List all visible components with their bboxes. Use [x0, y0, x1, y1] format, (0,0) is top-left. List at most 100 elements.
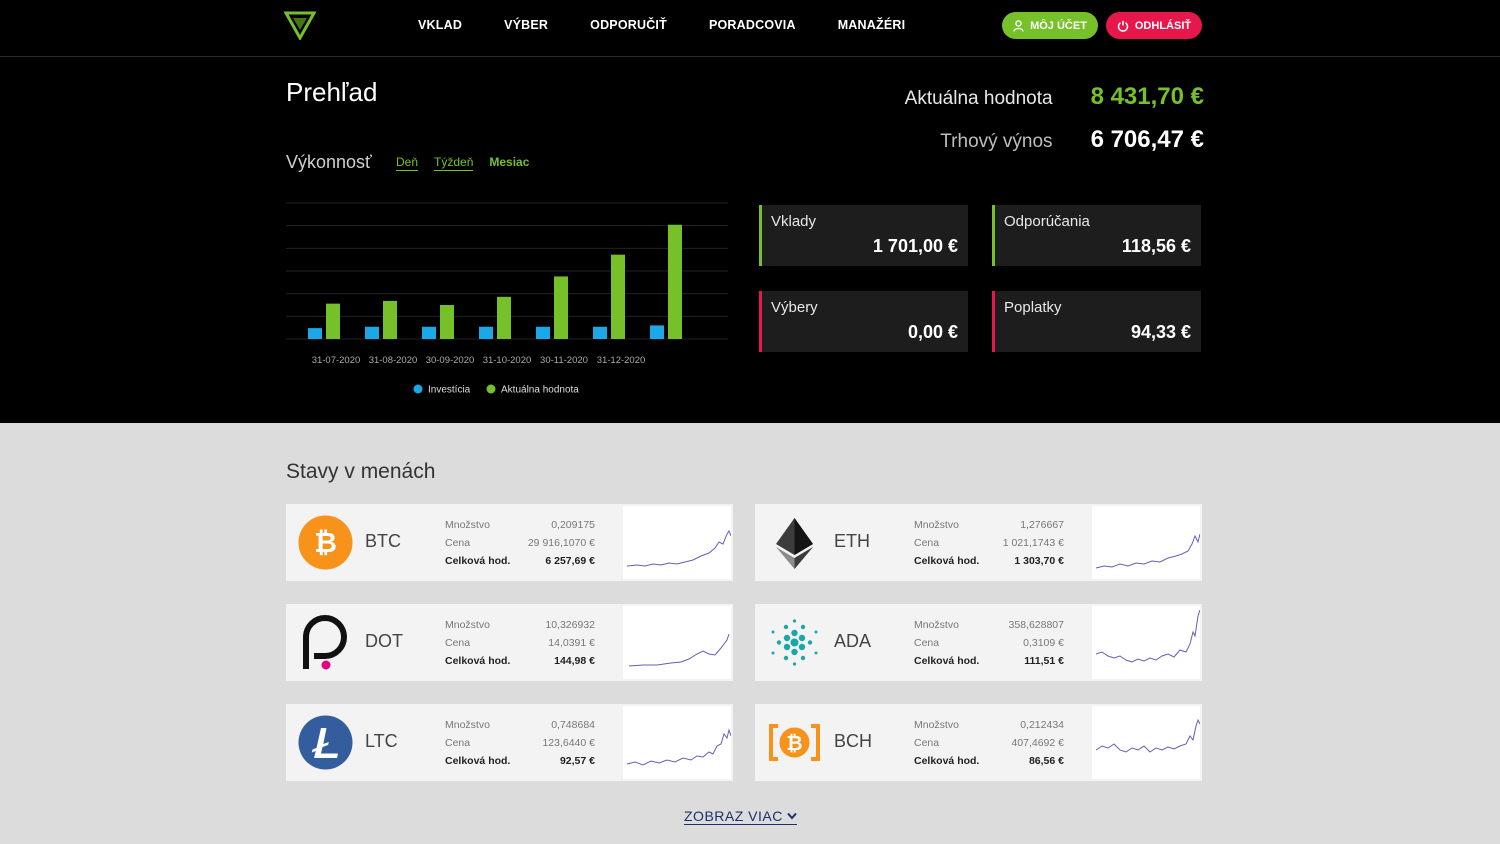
user-icon	[1013, 19, 1024, 32]
bar-current-value	[326, 303, 340, 339]
bar-investment	[650, 325, 664, 339]
coin-qty: 10,326932	[545, 619, 595, 631]
total-label: Celková hod.	[445, 755, 511, 767]
tab-week[interactable]: Týždeň	[434, 155, 474, 171]
main-nav: VKLAD VÝBER ODPORUČIŤ PORADCOVIA MANAŽÉR…	[418, 0, 947, 50]
nav-withdraw[interactable]: VÝBER	[504, 18, 549, 32]
coin-price: 0,3109 €	[1023, 637, 1064, 649]
deposits-card: Vklady 1 701,00 €	[759, 205, 968, 266]
ltc-sparkline	[623, 706, 731, 779]
balances-section: Stavy v menách ₿ BTC Množstvo 0,209175 Ce…	[0, 423, 1500, 844]
page-title: Prehľad	[286, 77, 378, 107]
bar-current-value	[440, 305, 454, 339]
coin-symbol: DOT	[365, 631, 403, 651]
referrals-card: Odporúčania 118,56 €	[992, 205, 1201, 266]
my-account-button[interactable]: MÔJ ÚČET	[1002, 12, 1098, 39]
price-label: Cena	[914, 537, 940, 549]
bar-current-value	[383, 300, 397, 339]
coin-card-bch[interactable]: ₿ BCH Množstvo 0,212434 Cena 407,4692 € Ce…	[755, 704, 1202, 781]
x-tick-label: 31-08-2020	[369, 355, 418, 366]
current-value: 8 431,70 €	[1090, 83, 1204, 110]
tab-day[interactable]: Deň	[396, 155, 419, 171]
x-tick-label: 30-09-2020	[426, 355, 475, 366]
legend-marker	[486, 384, 496, 394]
withdrawals-value: 0,00 €	[907, 322, 958, 342]
bch-sparkline	[1092, 706, 1200, 779]
coin-card-ltc[interactable]: LTC Množstvo 0,748684 Cena 123,6440 € Celk…	[286, 704, 733, 781]
referrals-label: Odporúčania	[1004, 213, 1090, 230]
qty-label: Množstvo	[445, 619, 490, 631]
performance-chart: 31-07-2020 31-08-2020 30-09-2020 31-10-2020…	[286, 202, 728, 396]
nav-managers[interactable]: MANAŽÉRI	[837, 18, 906, 32]
coin-price: 407,4692 €	[1011, 737, 1064, 749]
qty-label: Množstvo	[445, 519, 490, 531]
qty-label: Množstvo	[445, 719, 490, 731]
coin-total: 86,56 €	[1028, 755, 1064, 767]
logout-button[interactable]: ODHLÁSIŤ	[1106, 12, 1202, 39]
coin-total: 92,57 €	[559, 755, 595, 767]
coin-qty: 1,276667	[1020, 519, 1064, 531]
qty-label: Množstvo	[914, 619, 959, 631]
coin-qty: 0,209175	[551, 519, 595, 531]
show-more-link[interactable]: ZOBRAZ VIAC	[684, 808, 797, 825]
referrals-value: 118,56 €	[1121, 236, 1191, 256]
bitcoin-cash-icon: ₿	[769, 724, 820, 761]
bar-investment	[422, 326, 436, 339]
nav-advisors[interactable]: PORADCOVIA	[708, 18, 796, 32]
nav-refer[interactable]: ODPORUČIŤ	[590, 18, 667, 32]
svg-text:₿: ₿	[786, 733, 802, 755]
bar-current-value	[668, 224, 682, 339]
coin-price: 1 021,1743 €	[1002, 537, 1064, 549]
tab-month[interactable]: Mesiac	[489, 155, 530, 169]
logout-label: ODHLÁSIŤ	[1134, 19, 1192, 32]
market-yield-label: Trhový výnos	[940, 131, 1053, 152]
coin-total: 111,51 €	[1024, 655, 1064, 667]
x-tick-label: 30-11-2020	[540, 355, 588, 366]
coin-card-ada[interactable]: ADA Množstvo 358,628807 Cena 0,3109 € Celk…	[755, 604, 1202, 681]
chevron-down-icon	[787, 812, 797, 820]
dot-sparkline	[623, 606, 731, 679]
balances-title: Stavy v menách	[286, 460, 436, 483]
coin-info: Množstvo 358,628807 Cena 0,3109 € Celková …	[914, 616, 1064, 670]
coin-info: Množstvo 0,212434 Cena 407,4692 € Celková …	[914, 716, 1064, 770]
coin-info: Množstvo 1,276667 Cena 1 021,1743 € Celkov…	[914, 516, 1064, 570]
x-tick-label: 31-07-2020	[312, 355, 361, 366]
ethereum-icon	[776, 518, 813, 569]
nav-deposit[interactable]: VKLAD	[418, 18, 463, 32]
litecoin-icon	[298, 715, 353, 770]
bar-current-value	[554, 276, 568, 339]
performance-label: Výkonnosť	[286, 152, 372, 172]
coin-total: 6 257,69 €	[545, 555, 595, 567]
brand-logo-icon[interactable]	[284, 10, 316, 40]
coin-card-btc[interactable]: ₿ BTC Množstvo 0,209175 Cena 29 916,1070 €…	[286, 504, 733, 581]
eth-sparkline	[1092, 506, 1200, 579]
x-tick-label: 31-12-2020	[597, 355, 646, 366]
coin-qty: 0,748684	[551, 719, 595, 731]
x-tick-label: 31-10-2020	[483, 355, 532, 366]
top-navigation: VKLAD VÝBER ODPORUČIŤ PORADCOVIA MANAŽÉR…	[0, 0, 1500, 57]
my-account-label: MÔJ ÚČET	[1030, 19, 1087, 32]
bar-investment	[536, 326, 550, 339]
coin-price: 29 916,1070 €	[527, 537, 595, 549]
coin-card-eth[interactable]: ETH Množstvo 1,276667 Cena 1 021,1743 € Ce…	[755, 504, 1202, 581]
coin-symbol: ADA	[834, 631, 872, 651]
polkadot-icon	[303, 615, 347, 670]
bar-investment	[479, 326, 493, 339]
performance-tabs: Deň Týždeň Mesiac	[396, 155, 529, 171]
coin-price: 123,6440 €	[542, 737, 595, 749]
bar-investment	[365, 326, 379, 339]
svg-text:₿: ₿	[314, 527, 337, 558]
coin-info: Množstvo 10,326932 Cena 14,0391 € Celková …	[445, 616, 595, 670]
total-label: Celková hod.	[914, 555, 980, 567]
coin-symbol: BTC	[365, 531, 401, 551]
price-label: Cena	[914, 637, 940, 649]
coin-card-dot[interactable]: DOT Množstvo 10,326932 Cena 14,0391 € Celk…	[286, 604, 733, 681]
cardano-icon	[771, 619, 818, 666]
power-icon	[1117, 20, 1129, 32]
bar-current-value	[611, 254, 625, 339]
price-label: Cena	[445, 737, 471, 749]
coin-symbol: ETH	[834, 531, 870, 551]
market-yield: 6 706,47 €	[1090, 126, 1204, 153]
current-value-row: Aktuálna hodnota 8 431,70 €	[905, 83, 1204, 111]
fees-card: Poplatky 94,33 €	[992, 291, 1201, 352]
